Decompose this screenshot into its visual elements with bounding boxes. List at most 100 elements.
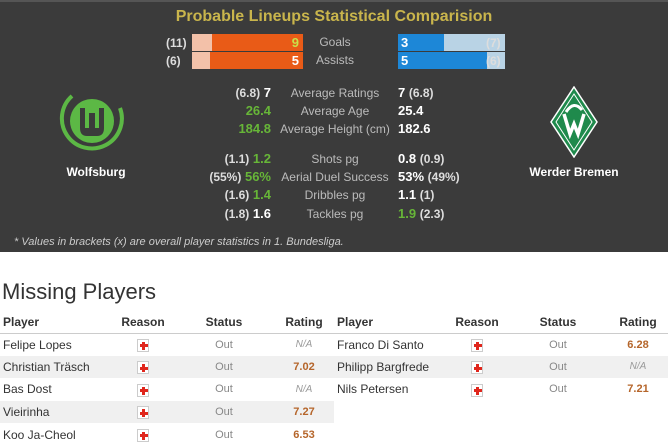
home-stat: 184.8: [238, 121, 271, 136]
stat-row: 26.4 Average Age 25.4: [0, 102, 668, 120]
home-stat: 7: [263, 85, 271, 100]
table-row: Vieirinha Out 7.27: [0, 400, 334, 424]
player-name[interactable]: Bas Dost: [3, 382, 52, 397]
away-overall: (2.3): [419, 207, 445, 221]
home-overall: (6.8): [235, 86, 261, 100]
away-overall-1: (6): [486, 54, 501, 68]
away-overall: (1): [419, 188, 435, 202]
away-stat: 53%: [398, 169, 425, 184]
player-name[interactable]: Koo Ja-Cheol: [3, 427, 76, 442]
away-stat: 25.4: [398, 103, 424, 118]
injury-icon: [471, 383, 483, 397]
home-stat: 56%: [244, 169, 271, 184]
home-overall: (55%): [209, 170, 242, 184]
player-name[interactable]: Felipe Lopes: [3, 337, 72, 352]
stat-row: (1.1) 1.2 Shots pg 0.8 (0.9): [0, 150, 668, 168]
column-header[interactable]: Player: [0, 312, 112, 334]
table-row: Franco Di Santo Out 6.28: [334, 333, 668, 356]
bar-label: Assists: [315, 53, 354, 67]
away-team-name: Werder Bremen: [529, 165, 619, 179]
comparison-title: Probable Lineups Statistical Comparision: [175, 8, 493, 25]
rating: 7.02: [274, 355, 334, 379]
stat-row: (6.8) 7 Average Ratings 7 (6.8): [0, 84, 668, 102]
rating: N/A: [295, 383, 313, 395]
table-row: Nils Petersen Out 7.21: [334, 378, 668, 401]
injury-icon: [137, 383, 149, 397]
rating: 6.53: [293, 428, 315, 441]
stat-label: Tackles pg: [306, 207, 364, 221]
away-stat: 1.1: [398, 187, 417, 202]
status: Out: [549, 383, 567, 396]
home-missing-table: Player Reason Status Rating Felipe Lopes Ou…: [0, 312, 334, 446]
rating: N/A: [295, 339, 313, 351]
away-stat: 7: [398, 85, 406, 100]
home-bar-1: 5: [192, 52, 303, 69]
comparison-panel: Probable Lineups Statistical Comparision…: [0, 0, 668, 252]
home-overall: (1.1): [224, 152, 250, 166]
player-name[interactable]: Franco Di Santo: [337, 337, 424, 352]
stat-label: Dribbles pg: [304, 188, 366, 202]
stat-label: Aerial Duel Success: [281, 170, 389, 184]
status: Out: [174, 400, 274, 424]
home-value: 9: [291, 35, 299, 50]
away-missing-table: Player Reason Status Rating Franco Di Santo…: [334, 312, 668, 401]
away-stat: 1.9: [398, 206, 417, 221]
stat-label: Average Height (cm): [280, 122, 390, 136]
wolfsburg-logo: [58, 86, 128, 161]
column-header[interactable]: Player: [334, 312, 446, 334]
table-header: Player Reason Status Rating: [0, 312, 334, 334]
table-row: Koo Ja-Cheol Out 6.53: [0, 423, 334, 446]
player-name[interactable]: Christian Träsch: [0, 355, 112, 379]
column-header[interactable]: Rating: [274, 312, 334, 334]
status: Out: [215, 383, 233, 396]
rating: N/A: [608, 355, 668, 379]
table-row: Philipp Bargfrede Out N/A: [334, 355, 668, 379]
footnote: * Values in brackets (x) are overall pla…: [14, 236, 344, 248]
away-stat: 0.8: [398, 151, 417, 166]
status: Out: [215, 428, 233, 441]
player-name[interactable]: Philipp Bargfrede: [334, 355, 446, 379]
home-overall-0: (11): [166, 36, 187, 50]
away-value: 5: [401, 53, 409, 68]
rating: 7.21: [627, 383, 649, 396]
home-stat: 1.2: [252, 151, 271, 166]
away-bar-1: 5: [398, 52, 505, 69]
table-row: Bas Dost Out N/A: [0, 378, 334, 401]
table-row: Felipe Lopes Out N/A: [0, 333, 334, 356]
home-value: 5: [291, 53, 299, 68]
player-name[interactable]: Nils Petersen: [337, 382, 409, 397]
player-name[interactable]: Vieirinha: [0, 400, 112, 424]
home-team-name: Wolfsburg: [66, 165, 126, 179]
stat-row: (1.8) 1.6 Tackles pg 1.9 (2.3): [0, 205, 668, 223]
table-header: Player Reason Status Rating: [334, 312, 668, 334]
away-overall-0: (7): [486, 36, 501, 50]
bar-label: Goals: [319, 35, 351, 49]
injury-icon: [137, 428, 149, 442]
column-header[interactable]: Status: [508, 312, 608, 334]
rating: 7.27: [274, 400, 334, 424]
table-row: Christian Träsch Out 7.02: [0, 355, 334, 379]
missing-players-title: Missing Players: [2, 279, 157, 304]
away-overall: (0.9): [419, 152, 445, 166]
home-overall: (1.8): [224, 207, 250, 221]
rating: 6.28: [627, 338, 649, 351]
column-header[interactable]: Reason: [112, 312, 174, 334]
away-overall: (6.8): [408, 86, 434, 100]
away-value: 3: [401, 35, 409, 50]
status: Out: [174, 355, 274, 379]
injury-icon: [137, 406, 149, 420]
status: Out: [508, 355, 608, 379]
home-stat: 1.4: [252, 187, 271, 202]
home-overall-1: (6): [166, 54, 181, 68]
column-header[interactable]: Rating: [608, 312, 668, 334]
away-bar-0: 3: [398, 34, 505, 51]
status: Out: [549, 338, 567, 351]
column-header[interactable]: Status: [174, 312, 274, 334]
stat-label: Average Ratings: [290, 86, 380, 100]
home-stat: 1.6: [252, 206, 271, 221]
injury-icon: [471, 338, 483, 352]
column-header[interactable]: Reason: [446, 312, 508, 334]
stat-row: (1.6) 1.4 Dribbles pg 1.1 (1): [0, 186, 668, 204]
status: Out: [215, 338, 233, 351]
werder-bremen-logo: [550, 85, 598, 163]
